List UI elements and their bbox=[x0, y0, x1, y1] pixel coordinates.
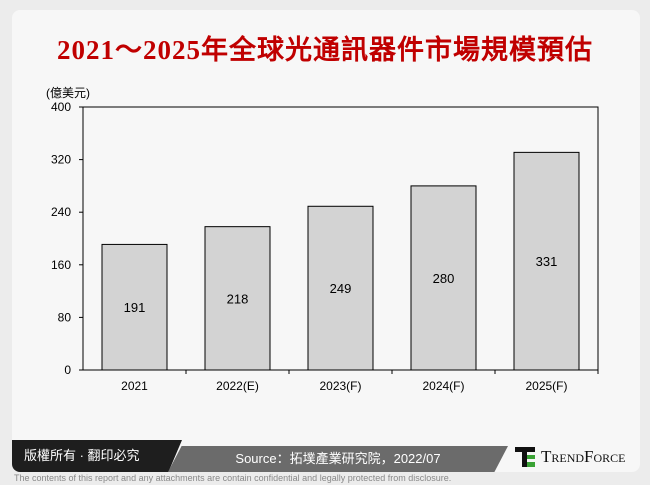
bar bbox=[204, 226, 271, 371]
data-label: 280 bbox=[433, 271, 455, 286]
x-tick-label: 2024(F) bbox=[422, 379, 464, 393]
data-label: 218 bbox=[227, 291, 249, 306]
data-label: 191 bbox=[124, 300, 146, 315]
y-tick-label: 0 bbox=[64, 363, 71, 377]
copyright-banner: 版權所有 · 翻印必究 bbox=[12, 440, 182, 472]
y-axis-unit: (億美元) bbox=[46, 86, 90, 100]
y-tick-label: 160 bbox=[51, 258, 71, 272]
y-tick-label: 400 bbox=[51, 100, 71, 114]
y-tick-label: 240 bbox=[51, 205, 71, 219]
trendforce-logo-icon bbox=[515, 447, 535, 467]
x-tick-label: 2022(E) bbox=[216, 379, 259, 393]
bar bbox=[101, 243, 168, 371]
x-tick-label: 2021 bbox=[121, 379, 148, 393]
data-label: 331 bbox=[536, 254, 558, 269]
x-tick-label: 2023(F) bbox=[319, 379, 361, 393]
data-label: 249 bbox=[330, 281, 352, 296]
brand-name: TrendForce bbox=[541, 447, 626, 466]
y-tick-label: 320 bbox=[51, 153, 71, 167]
bar bbox=[307, 205, 374, 371]
y-tick-label: 80 bbox=[58, 310, 72, 324]
bar bbox=[513, 151, 580, 371]
source-banner: Source：拓墣產業研究院，2022/07 bbox=[168, 446, 508, 472]
x-tick-label: 2025(F) bbox=[525, 379, 567, 393]
trendforce-logo: TrendForce bbox=[505, 442, 640, 472]
disclaimer: The contents of this report and any atta… bbox=[14, 473, 452, 483]
bar bbox=[410, 185, 477, 371]
chart-title: 2021～2025年全球光通訊器件市場規模預估 bbox=[57, 35, 593, 65]
